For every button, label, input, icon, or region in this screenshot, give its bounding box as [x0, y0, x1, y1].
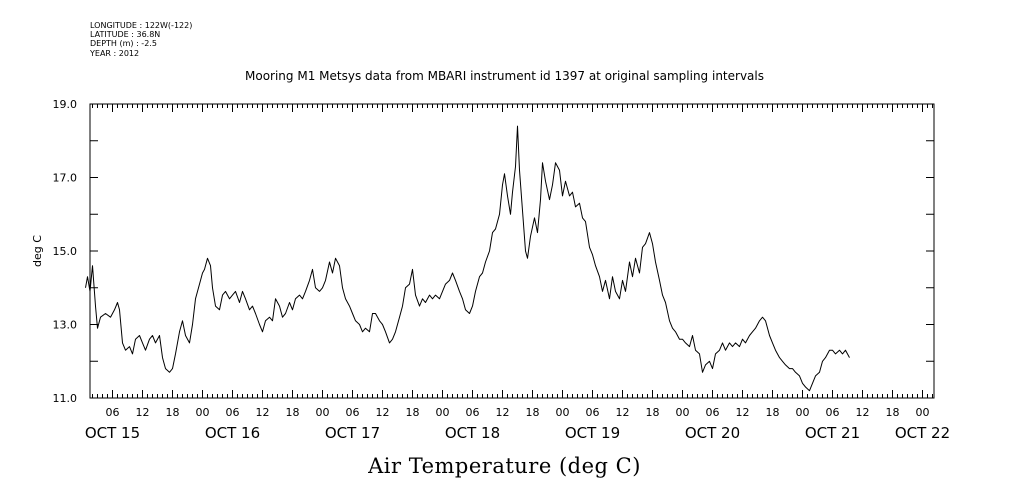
x-hour-label: 00: [556, 406, 570, 419]
x-hour-label: 06: [346, 406, 360, 419]
x-day-label: OCT 15: [85, 424, 140, 442]
x-hour-label: 12: [376, 406, 390, 419]
x-hour-label: 18: [166, 406, 180, 419]
x-hour-label: 06: [706, 406, 720, 419]
plot-border: [89, 103, 935, 399]
x-hour-label: 12: [256, 406, 270, 419]
x-hour-label: 12: [136, 406, 150, 419]
x-hour-label: 06: [226, 406, 240, 419]
chart-title: Mooring M1 Metsys data from MBARI instru…: [245, 69, 764, 83]
x-axis: 06 12 18 00 06 12 18 00 06 12 18 00 06 12 18 00 06 12 18 00…: [85, 104, 950, 442]
x-hour-label: 00: [316, 406, 330, 419]
y-tick-label: 19.0: [53, 98, 78, 111]
x-hour-label: 06: [826, 406, 840, 419]
x-hour-label: 00: [916, 406, 930, 419]
x-axis-title-row: Air Temperature (deg C): [0, 454, 1009, 478]
x-hour-label: 18: [406, 406, 420, 419]
x-hour-label: 12: [616, 406, 630, 419]
y-tick-label: 15.0: [53, 245, 78, 258]
x-hour-label: 00: [796, 406, 810, 419]
y-tick-label: 11.0: [53, 392, 78, 405]
x-hour-label: 18: [886, 406, 900, 419]
latitude-text: LATITUDE : 36.8N: [90, 30, 161, 40]
y-tick-label: 17.0: [53, 172, 78, 185]
metadata-block: LONGITUDE : 122W(-122) LATITUDE : 36.8N …: [90, 21, 192, 58]
x-day-label: OCT 20: [685, 424, 740, 442]
x-day-label: OCT 22: [895, 424, 950, 442]
x-axis-title: Air Temperature (deg C): [368, 454, 641, 478]
x-day-label: OCT 17: [325, 424, 380, 442]
x-day-label: OCT 18: [445, 424, 500, 442]
x-day-label: OCT 16: [205, 424, 260, 442]
x-hour-label: 18: [766, 406, 780, 419]
x-day-label: OCT 21: [805, 424, 860, 442]
x-day-label: OCT 19: [565, 424, 620, 442]
series-line-0: [85, 125, 850, 392]
longitude-text: LONGITUDE : 122W(-122): [90, 21, 193, 30]
x-hour-label: 06: [586, 406, 600, 419]
x-hour-label: 00: [436, 406, 450, 419]
x-hour-label: 12: [856, 406, 870, 419]
x-hour-label: 18: [646, 406, 660, 419]
chart-title-row: Mooring M1 Metsys data from MBARI instru…: [0, 69, 1009, 83]
x-hour-label: 12: [736, 406, 750, 419]
x-hour-label: 18: [286, 406, 300, 419]
x-hour-label: 00: [676, 406, 690, 419]
y-axis: 11.0 13.0 15.0 17.0 19.0: [53, 98, 934, 405]
x-hour-label: 00: [196, 406, 210, 419]
x-hour-label: 18: [526, 406, 540, 419]
y-axis-label: deg C: [31, 235, 44, 267]
year-text: YEAR : 2012: [90, 48, 140, 58]
y-tick-label: 13.0: [53, 319, 78, 332]
series-group: [85, 125, 850, 392]
x-hour-label: 06: [466, 406, 480, 419]
x-hour-label: 06: [106, 406, 120, 419]
x-hour-label: 12: [496, 406, 510, 419]
depth-text: DEPTH (m) : -2.5: [90, 39, 157, 49]
plot-frame: [89, 103, 935, 399]
